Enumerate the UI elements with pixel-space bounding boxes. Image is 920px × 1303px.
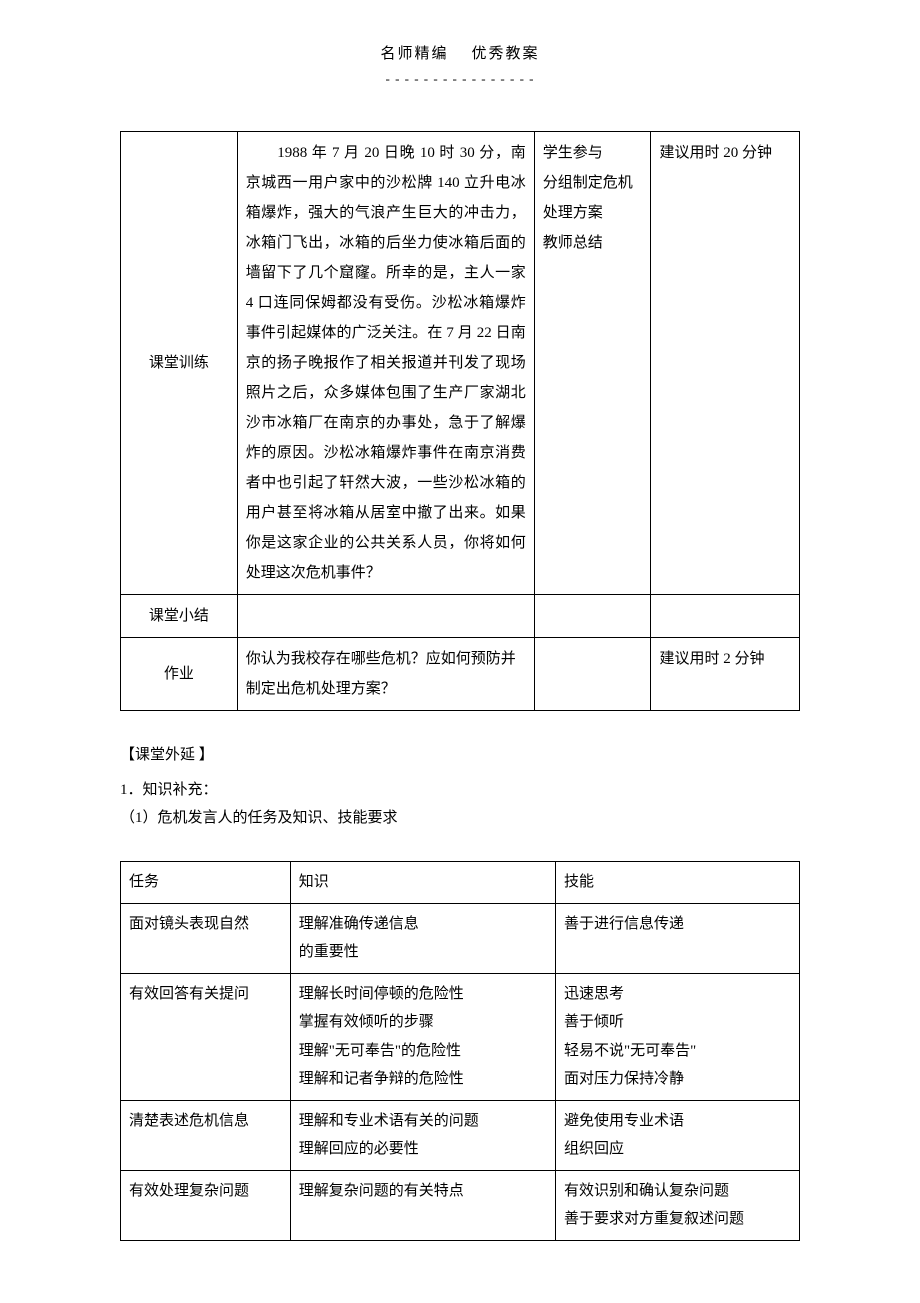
- extension-item1: 1．知识补充：: [120, 776, 800, 805]
- cell: 理解长时间停顿的危险性掌握有效倾听的步骤理解"无可奉告"的危险性理解和记者争辩的…: [290, 973, 555, 1100]
- cell: 迅速思考善于倾听轻易不说"无可奉告"面对压力保持冷静: [555, 973, 799, 1100]
- cell: 避免使用专业术语组织回应: [555, 1100, 799, 1170]
- col-header: 知识: [290, 862, 555, 904]
- table-header-row: 任务 知识 技能: [121, 862, 800, 904]
- row-col4: 建议用时 2 分钟: [651, 638, 800, 711]
- row-label: 课堂小结: [121, 595, 238, 638]
- row-col4: 建议用时 20 分钟: [651, 132, 800, 595]
- cell: 有效识别和确认复杂问题善于要求对方重复叙述问题: [555, 1170, 799, 1240]
- extension-title: 【课堂外延 】: [120, 741, 800, 770]
- table-row: 面对镜头表现自然 理解准确传递信息的重要性 善于进行信息传递: [121, 903, 800, 973]
- row-label: 课堂训练: [121, 132, 238, 595]
- page-header: 名师精编 优秀教案: [120, 40, 800, 69]
- row-col3: [534, 595, 651, 638]
- col-header: 任务: [121, 862, 291, 904]
- table-row: 有效回答有关提问 理解长时间停顿的危险性掌握有效倾听的步骤理解"无可奉告"的危险…: [121, 973, 800, 1100]
- lesson-table: 课堂训练 1988 年 7 月 20 日晚 10 时 30 分，南京城西一用户家…: [120, 131, 800, 711]
- row-col4: [651, 595, 800, 638]
- cell: 善于进行信息传递: [555, 903, 799, 973]
- cell: 理解准确传递信息的重要性: [290, 903, 555, 973]
- cell: 有效处理复杂问题: [121, 1170, 291, 1240]
- header-right: 优秀教案: [472, 46, 540, 62]
- table-row: 作业 你认为我校存在哪些危机？应如何预防并制定出危机处理方案？ 建议用时 2 分…: [121, 638, 800, 711]
- header-underline: - - - - - - - - - - - - - - - -: [120, 67, 800, 92]
- extension-item1-1: （1）危机发言人的任务及知识、技能要求: [120, 804, 800, 833]
- row-col3: 学生参与分组制定危机处理方案教师总结: [534, 132, 651, 595]
- table-row: 课堂训练 1988 年 7 月 20 日晚 10 时 30 分，南京城西一用户家…: [121, 132, 800, 595]
- row-col3: [534, 638, 651, 711]
- row-content: [237, 595, 534, 638]
- cell: 理解和专业术语有关的问题理解回应的必要性: [290, 1100, 555, 1170]
- row-content: 1988 年 7 月 20 日晚 10 时 30 分，南京城西一用户家中的沙松牌…: [237, 132, 534, 595]
- table-row: 有效处理复杂问题 理解复杂问题的有关特点 有效识别和确认复杂问题善于要求对方重复…: [121, 1170, 800, 1240]
- row-content: 你认为我校存在哪些危机？应如何预防并制定出危机处理方案？: [237, 638, 534, 711]
- table-row: 课堂小结: [121, 595, 800, 638]
- row-label: 作业: [121, 638, 238, 711]
- table-row: 清楚表述危机信息 理解和专业术语有关的问题理解回应的必要性 避免使用专业术语组织…: [121, 1100, 800, 1170]
- cell: 清楚表述危机信息: [121, 1100, 291, 1170]
- cell: 有效回答有关提问: [121, 973, 291, 1100]
- cell: 面对镜头表现自然: [121, 903, 291, 973]
- col-header: 技能: [555, 862, 799, 904]
- header-left: 名师精编: [380, 46, 448, 62]
- skills-table: 任务 知识 技能 面对镜头表现自然 理解准确传递信息的重要性 善于进行信息传递 …: [120, 861, 800, 1241]
- cell: 理解复杂问题的有关特点: [290, 1170, 555, 1240]
